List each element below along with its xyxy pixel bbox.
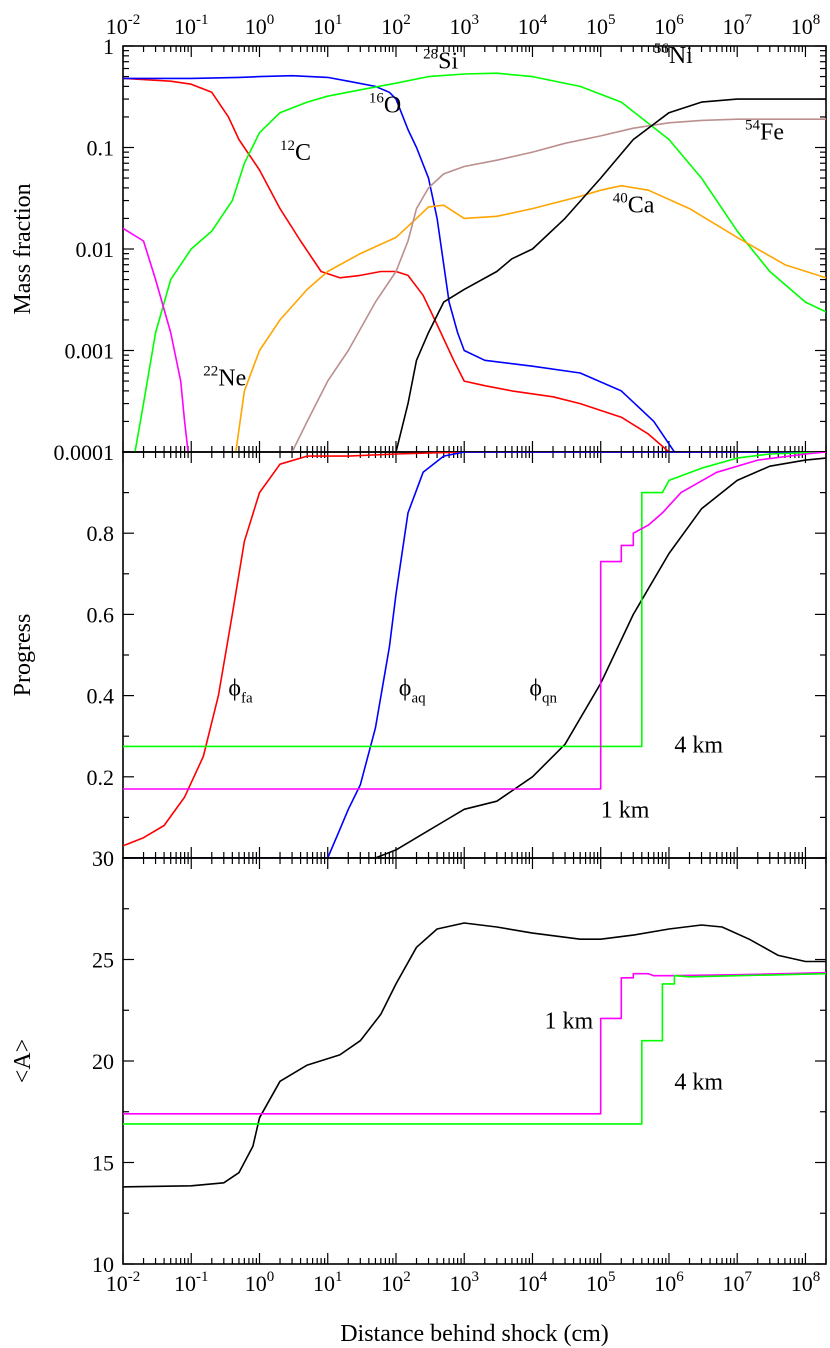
x-tick-label: 106 (654, 12, 684, 39)
middle-series-phi-qn (123, 457, 826, 858)
top-annotation: 56Ni (654, 41, 693, 69)
middle-series-phi-aq (123, 452, 826, 858)
bottom-series-4-km (123, 972, 826, 1125)
bottom-y-tick-label: 15 (92, 1151, 114, 1176)
middle-annotation: ϕfa (228, 676, 253, 707)
x-tick-label: 102 (381, 12, 411, 39)
bottom-y-tick-label: 30 (92, 846, 114, 871)
x-tick-label: 106 (654, 1269, 684, 1296)
top-y-axis-label: Mass fraction (10, 183, 36, 314)
bottom-annotation: 1 km (544, 1009, 593, 1035)
top-series-28si (134, 72, 826, 452)
top-annotation: 22Ne (203, 364, 246, 392)
x-tick-label: 105 (586, 12, 616, 39)
top-series-56ni (395, 98, 826, 452)
bottom-panel-frame (122, 857, 827, 1265)
x-tick-label: 102 (381, 1269, 411, 1296)
bottom-y-axis-label: <A> (10, 1039, 36, 1083)
middle-series-4-km (123, 452, 826, 748)
x-tick-label: 101 (313, 12, 343, 39)
top-series-54fe (291, 118, 826, 452)
top-annotation: 16O (369, 91, 401, 119)
top-y-tick-label: 1 (103, 34, 114, 59)
x-tick-label: 107 (722, 12, 752, 39)
top-y-tick-label: 0.0001 (54, 440, 115, 465)
x-tick-label: 108 (791, 12, 821, 39)
bottom-series--a- (123, 922, 826, 1188)
x-tick-label: 100 (245, 1269, 275, 1296)
top-series-40ca (234, 184, 826, 452)
top-annotation: 12C (280, 138, 311, 166)
bottom-y-tick-label: 25 (92, 948, 114, 973)
x-axis-label: Distance behind shock (cm) (340, 1321, 609, 1347)
x-tick-label: 107 (722, 1269, 752, 1296)
top-annotation: 28Si (423, 47, 458, 75)
top-annotation: 40Ca (613, 190, 655, 218)
x-tick-label: 104 (518, 1269, 548, 1296)
x-tick-label: 10-1 (174, 12, 209, 39)
top-y-tick-label: 0.1 (87, 136, 115, 161)
bottom-y-tick-label: 10 (92, 1252, 114, 1277)
top-series-16o (123, 74, 676, 452)
bottom-y-tick-label: 20 (92, 1049, 114, 1074)
top-annotation: 54Fe (745, 117, 784, 145)
top-series-22ne (123, 227, 189, 452)
bottom-annotation: 4 km (674, 1069, 723, 1095)
middle-y-tick-label: 0.4 (87, 684, 115, 709)
middle-series-1-km (123, 452, 826, 790)
top-y-tick-label: 0.001 (65, 339, 115, 364)
x-tick-label: 108 (791, 1269, 821, 1296)
x-tick-label: 10-2 (106, 12, 141, 39)
middle-y-axis-label: Progress (10, 614, 36, 697)
x-tick-label: 101 (313, 1269, 343, 1296)
x-tick-label: 103 (449, 12, 479, 39)
middle-annotation: ϕaq (399, 676, 426, 707)
x-tick-label: 104 (518, 12, 548, 39)
middle-series-phi-fa (123, 452, 826, 847)
x-tick-label: 10-1 (174, 1269, 209, 1296)
middle-y-tick-label: 0.8 (87, 521, 115, 546)
middle-annotation: 4 km (674, 732, 723, 758)
middle-y-tick-label: 0.2 (87, 765, 115, 790)
x-tick-label: 103 (449, 1269, 479, 1296)
x-tick-label: 10-2 (106, 1269, 141, 1296)
x-tick-label: 105 (586, 1269, 616, 1296)
middle-annotation: 1 km (601, 797, 650, 823)
middle-panel-frame (122, 451, 827, 859)
middle-annotation: ϕqn (529, 676, 557, 707)
top-y-tick-label: 0.01 (76, 237, 115, 262)
x-tick-label: 100 (245, 12, 275, 39)
middle-y-tick-label: 0.6 (87, 602, 115, 627)
